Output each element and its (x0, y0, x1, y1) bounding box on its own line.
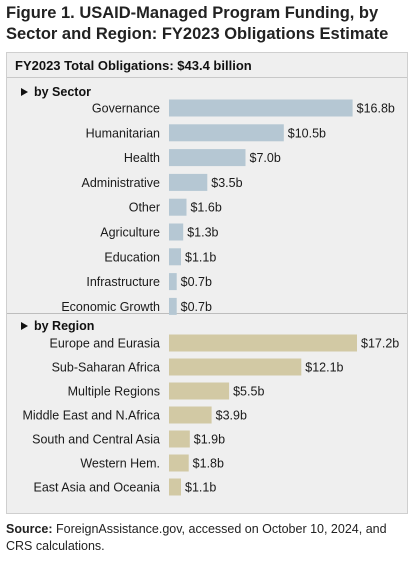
region-category-label: Multiple Regions (68, 385, 160, 399)
triangle-bullet-icon (21, 322, 28, 330)
region-value-label: $5.5b (233, 385, 264, 399)
sector-bar (169, 248, 181, 266)
region-section-header: by Region (21, 319, 94, 333)
sector-category-label: Education (104, 250, 160, 264)
sector-value-label: $0.7b (181, 300, 212, 314)
sector-category-label: Health (124, 151, 160, 165)
bar-chart: Governance $16.8b Humanitarian $10.5b Health… (22, 99, 399, 496)
sector-value-label: $1.6b (190, 201, 221, 215)
region-value-label: $1.1b (185, 481, 216, 495)
sector-value-label: $0.7b (181, 275, 212, 289)
region-bar (169, 334, 357, 352)
sector-category-label: Governance (92, 102, 160, 116)
region-bar (169, 358, 302, 376)
sector-bar (169, 223, 184, 241)
sector-section-header: by Sector (21, 85, 91, 99)
region-value-label: $17.2b (361, 337, 399, 351)
chart-panel: FY2023 Total Obligations: $43.4 billion … (6, 52, 408, 514)
region-category-label: Europe and Eurasia (50, 337, 161, 351)
sector-bar (169, 99, 353, 117)
region-bar (169, 430, 190, 448)
region-value-label: $12.1b (305, 361, 343, 375)
sector-category-label: Agriculture (100, 226, 160, 240)
region-category-label: South and Central Asia (32, 433, 160, 447)
region-category-label: East Asia and Oceania (34, 481, 161, 495)
region-category-label: Western Hem. (80, 457, 160, 471)
triangle-bullet-icon (21, 88, 28, 96)
region-value-label: $3.9b (216, 409, 247, 423)
sector-value-label: $16.8b (357, 102, 395, 116)
sector-category-label: Infrastructure (86, 275, 160, 289)
sector-bar (169, 297, 177, 315)
figure-title: Figure 1. USAID-Managed Program Funding,… (6, 4, 389, 43)
region-category-label: Sub-Saharan Africa (52, 361, 160, 375)
sector-category-label: Administrative (82, 176, 161, 190)
sector-section-title: by Sector (34, 85, 91, 99)
sector-value-label: $1.1b (185, 250, 216, 264)
region-bar (169, 478, 181, 496)
sector-bar (169, 173, 208, 191)
sector-bar (169, 273, 177, 291)
region-bar (169, 454, 189, 472)
source-label: Source: (6, 522, 53, 536)
sector-category-label: Humanitarian (86, 126, 160, 140)
sector-bar (169, 198, 187, 216)
region-bar (169, 406, 212, 424)
sector-category-label: Other (129, 201, 160, 215)
sector-category-label: Economic Growth (61, 300, 160, 314)
sector-value-label: $7.0b (250, 151, 281, 165)
sector-value-label: $10.5b (288, 126, 326, 140)
region-value-label: $1.8b (193, 457, 224, 471)
divider (7, 77, 407, 78)
sector-bar (169, 124, 284, 142)
section-divider (7, 313, 407, 314)
region-section-title: by Region (34, 319, 95, 333)
region-category-label: Middle East and N.Africa (22, 409, 160, 423)
sector-value-label: $1.3b (187, 226, 218, 240)
region-value-label: $1.9b (194, 433, 225, 447)
total-obligations-label: FY2023 Total Obligations: $43.4 billion (15, 58, 252, 73)
source-text: ForeignAssistance.gov, accessed on Octob… (6, 522, 387, 553)
sector-bar (169, 149, 246, 167)
source-note: Source: ForeignAssistance.gov, accessed … (6, 521, 410, 555)
region-bar (169, 382, 230, 400)
sector-value-label: $3.5b (211, 176, 242, 190)
